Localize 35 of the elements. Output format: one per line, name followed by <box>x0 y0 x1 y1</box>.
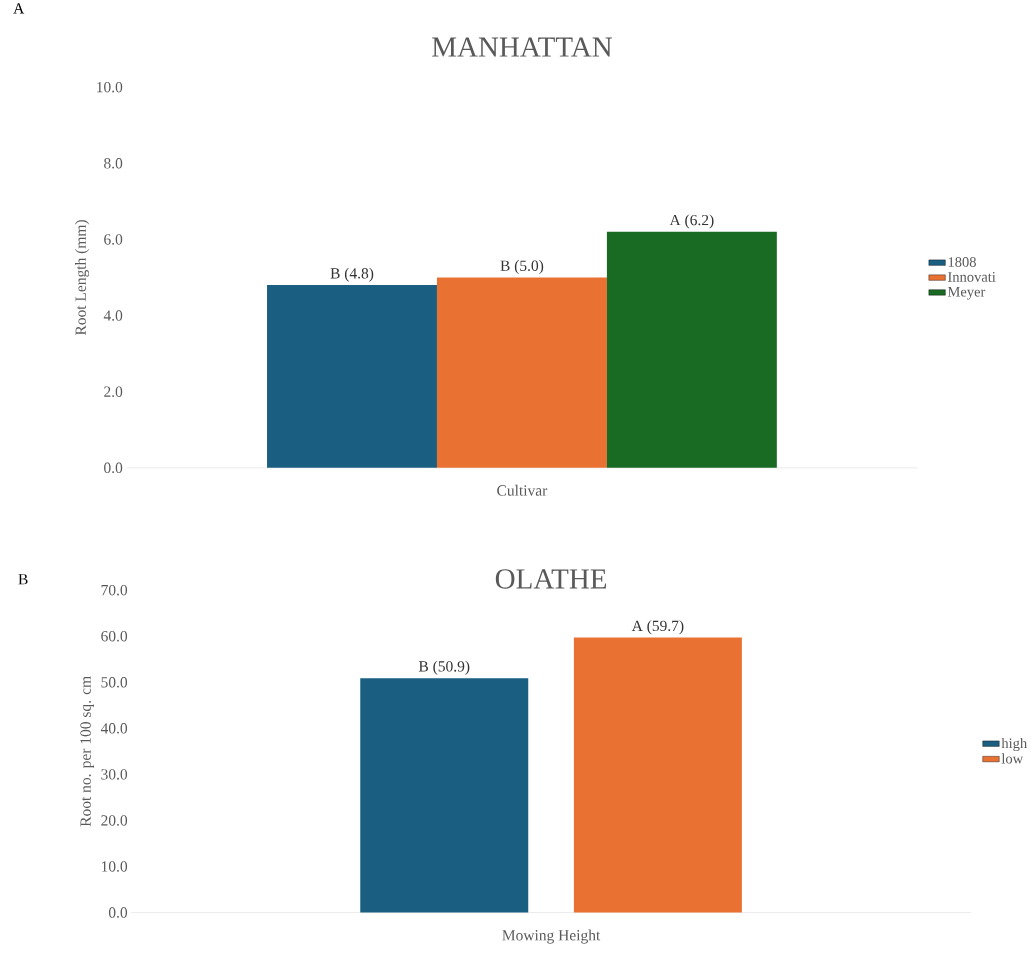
legend-label: 1808 <box>948 256 976 267</box>
legend-label: high <box>1001 737 1027 751</box>
y-tick-label: 20.0 <box>101 815 128 826</box>
y-tick-label: 50.0 <box>101 676 128 688</box>
data-label: B (5.0) <box>500 259 544 274</box>
chart-title: OLATHE <box>495 569 607 589</box>
data-label: A (6.2) <box>669 214 714 229</box>
x-axis-title: Mowing Height <box>502 929 601 944</box>
y-tick-label: 4.0 <box>103 310 123 321</box>
bar <box>436 277 607 468</box>
y-tick-label: 10.0 <box>101 861 128 872</box>
bar <box>267 285 437 468</box>
y-tick-label: 0.0 <box>104 462 123 473</box>
y-tick-label: 0.0 <box>108 907 128 918</box>
y-tick-label: 60.0 <box>101 630 128 642</box>
y-tick-label: 10.0 <box>97 81 123 93</box>
y-tick-label: 8.0 <box>104 157 123 169</box>
text: B <box>18 574 28 585</box>
y-axis-title: Root Length (mm) <box>75 220 90 335</box>
legend-label: low <box>1001 753 1024 764</box>
data-label: A (59.7) <box>631 620 684 635</box>
y-tick-label: 40.0 <box>100 722 128 734</box>
text: A <box>13 3 25 14</box>
legend-label: Innovati <box>948 271 996 282</box>
y-axis-title: Root no. per 100 sq. cm <box>80 676 94 827</box>
data-label: B (4.8) <box>330 267 374 282</box>
chart-title: MANHATTAN <box>432 37 613 57</box>
y-tick-label: 6.0 <box>104 234 123 245</box>
x-axis-title: Cultivar <box>497 484 548 496</box>
y-tick-label: 70.0 <box>101 584 128 596</box>
y-tick-label: 2.0 <box>104 386 123 397</box>
bar <box>606 231 777 468</box>
legend-label: Meyer <box>947 286 986 300</box>
y-tick-label: 30.0 <box>101 769 128 780</box>
data-label: B (50.9) <box>418 660 470 675</box>
